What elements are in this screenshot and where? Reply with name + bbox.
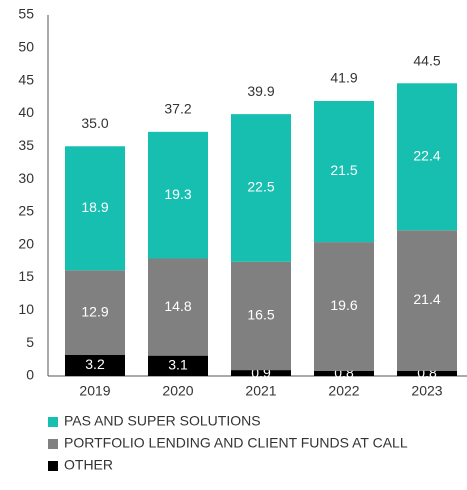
- y-tick-label: 25: [18, 203, 34, 219]
- data-label: 19.3: [164, 186, 191, 202]
- bar-segment: [65, 146, 125, 271]
- y-tick-label: 30: [18, 170, 34, 186]
- total-label: 37.2: [164, 101, 191, 117]
- bar-segment: [314, 242, 374, 371]
- x-tick-label: 2023: [411, 383, 442, 399]
- y-tick-label: 40: [18, 104, 34, 120]
- legend-swatch: [48, 417, 58, 427]
- y-tick-label: 50: [18, 39, 34, 55]
- bar-segment: [314, 370, 374, 376]
- x-tick-label: 2021: [245, 383, 276, 399]
- data-label: 14.8: [164, 298, 191, 314]
- data-label: 21.5: [330, 162, 357, 178]
- bar-segment: [231, 370, 291, 376]
- data-label: 22.5: [247, 179, 274, 195]
- legend-swatch: [48, 439, 58, 449]
- y-tick-label: 20: [18, 235, 34, 251]
- data-label: 21.4: [413, 291, 440, 307]
- y-tick-label: 10: [18, 301, 34, 317]
- y-tick-label: 5: [26, 334, 34, 350]
- bar-segment: [397, 83, 457, 231]
- data-label: 22.4: [413, 147, 440, 163]
- bar-segment: [314, 100, 374, 243]
- y-tick-label: 35: [18, 137, 34, 153]
- legend-label: PORTFOLIO LENDING AND CLIENT FUNDS AT CA…: [64, 435, 408, 451]
- y-tick-label: 45: [18, 71, 34, 87]
- bar-segment: [148, 258, 208, 356]
- x-tick-label: 2022: [328, 383, 359, 399]
- bar-segment: [148, 355, 208, 376]
- y-tick-label: 0: [26, 367, 34, 383]
- legend-label: PAS AND SUPER SOLUTIONS: [64, 413, 261, 429]
- bar-segment: [231, 114, 291, 262]
- total-label: 35.0: [81, 115, 108, 131]
- data-label: 18.9: [81, 199, 108, 215]
- data-label: 3.1: [168, 357, 188, 373]
- data-label: 12.9: [81, 303, 108, 319]
- data-label: 16.5: [247, 307, 274, 323]
- y-tick-label: 15: [18, 268, 34, 284]
- data-label: 3.2: [85, 356, 105, 372]
- bar-segment: [397, 370, 457, 376]
- bar-segment: [65, 354, 125, 376]
- data-label: 19.6: [330, 297, 357, 313]
- legend-swatch: [48, 461, 58, 471]
- bar-segment: [397, 230, 457, 371]
- total-label: 44.5: [413, 53, 440, 69]
- total-label: 39.9: [247, 83, 274, 99]
- legend-label: OTHER: [64, 457, 113, 473]
- bar-segment: [65, 270, 125, 355]
- x-tick-label: 2019: [79, 383, 110, 399]
- bar-segment: [148, 131, 208, 259]
- y-tick-label: 55: [18, 6, 34, 22]
- x-tick-label: 2020: [162, 383, 193, 399]
- total-label: 41.9: [330, 70, 357, 86]
- bar-segment: [231, 261, 291, 371]
